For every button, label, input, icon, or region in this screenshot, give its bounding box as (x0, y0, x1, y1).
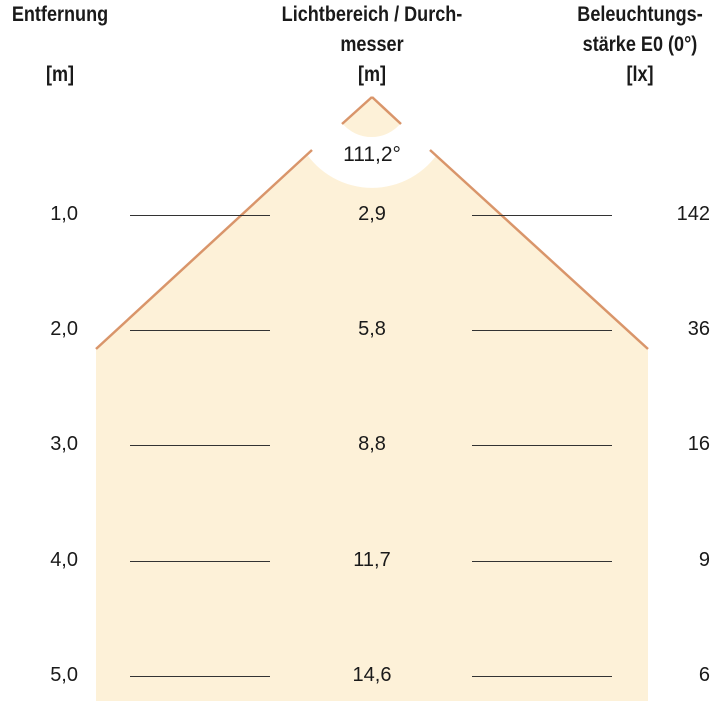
beam-edge-left (95, 149, 313, 350)
header-diameter-label: Lichtbereich / Durch- (281, 3, 463, 26)
row-illuminance: 16 (687, 433, 710, 455)
beam-edge-left-top (341, 96, 373, 125)
header-illuminance-unit: [lx] (626, 63, 654, 86)
header-diameter: Lichtbereich / Durch- messer [m] (252, 0, 493, 90)
row-distance: 5,0 (50, 664, 78, 686)
header-illuminance-label-2: stärke E0 (0°) (582, 33, 698, 56)
row-distance: 4,0 (50, 549, 78, 571)
header-diameter-label-2: messer (340, 33, 404, 56)
angle-band-arc (312, 122, 432, 173)
row-diameter: 11,7 (353, 549, 391, 571)
beam-angle-label: 111,2° (343, 143, 401, 166)
row-diameter: 5,8 (358, 318, 386, 340)
row-illuminance: 9 (698, 549, 710, 571)
header-distance-unit: [m] (45, 63, 75, 86)
row-distance: 1,0 (50, 203, 78, 225)
beam-edge-right-top (371, 96, 402, 125)
row-illuminance: 6 (698, 664, 710, 686)
header-distance-label: Entfernung (11, 3, 109, 26)
row-distance: 3,0 (50, 433, 78, 455)
header-distance: Entfernung [m] (0, 0, 120, 90)
row-illuminance: 142 (676, 203, 710, 225)
beam-fill (96, 97, 648, 701)
header-illuminance-label: Beleuchtungs- (577, 3, 703, 26)
row-diameter: 14,6 (352, 664, 392, 686)
header-illuminance: Beleuchtungs- stärke E0 (0°) [lx] (554, 0, 720, 90)
header-diameter-unit: [m] (357, 63, 387, 86)
row-diameter: 2,9 (358, 203, 386, 225)
row-distance: 2,0 (50, 318, 78, 340)
row-diameter: 8,8 (358, 433, 386, 455)
row-illuminance: 36 (687, 318, 710, 340)
beam-edge-right (429, 149, 649, 350)
